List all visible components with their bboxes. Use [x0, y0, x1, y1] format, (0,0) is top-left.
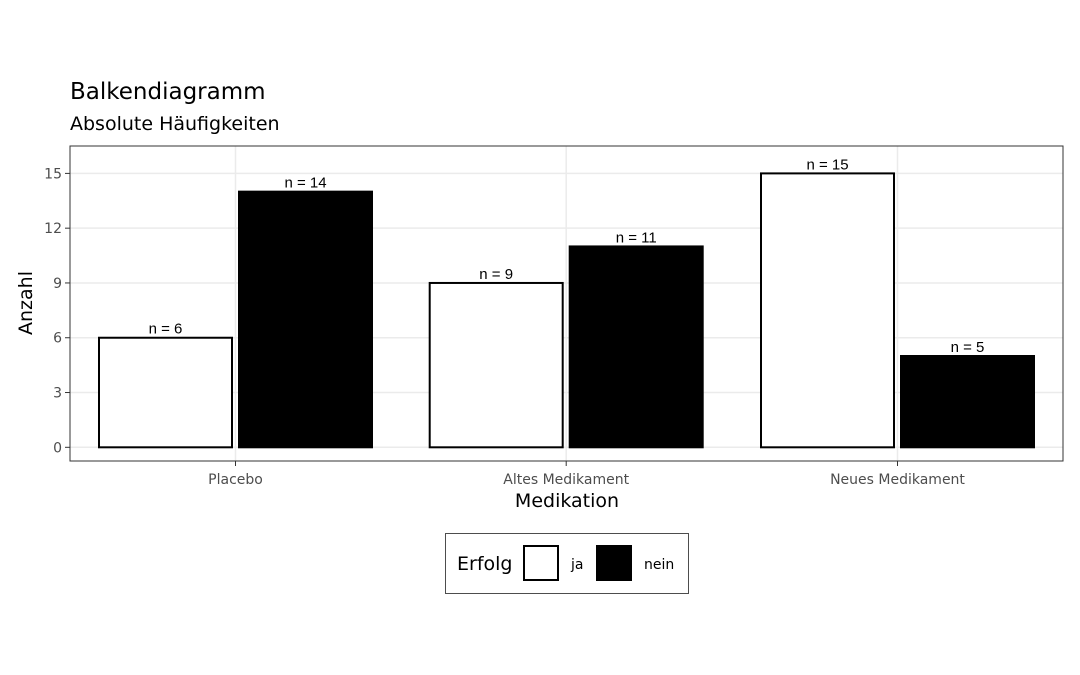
legend-key-ja [523, 545, 559, 581]
data-label: n = 5 [951, 339, 985, 356]
bar-nein-2 [900, 355, 1035, 449]
y-tick-label: 6 [53, 331, 62, 347]
legend-box [445, 533, 689, 594]
data-label: n = 15 [806, 156, 848, 173]
bar-nein-1 [568, 245, 704, 449]
plot-area: 0 3 6 9 12 15 Placebo Altes Medikament Neues Med… [44, 145, 1064, 488]
bar-ja-0 [98, 336, 233, 449]
chart-subtitle: Absolute Häufigkeiten [70, 113, 280, 135]
y-axis-title: Anzahl [15, 271, 37, 335]
bar-ja-2 [760, 172, 895, 449]
x-tick-label: Placebo [208, 472, 263, 488]
data-label: n = 9 [479, 266, 513, 283]
data-label: n = 11 [616, 229, 657, 246]
y-tick-label: 3 [53, 386, 62, 402]
bar-ja-1 [428, 281, 564, 449]
y-tick-label: 0 [53, 440, 62, 456]
legend-title: Erfolg [457, 553, 512, 575]
y-tick-label: 15 [44, 166, 62, 182]
y-tick-label: 12 [44, 221, 62, 237]
data-label: n = 6 [149, 321, 183, 338]
legend-label-nein: nein [644, 557, 674, 573]
legend-label-ja: ja [570, 557, 583, 573]
plot-border [69, 145, 1064, 462]
legend: Erfolg ja nein [445, 533, 689, 594]
x-tick-label: Altes Medikament [503, 472, 629, 488]
x-axis-title: Medikation [515, 490, 619, 512]
bar-nein-0 [238, 190, 373, 449]
x-tick-label: Neues Medikament [830, 472, 965, 488]
data-label: n = 14 [284, 175, 326, 192]
y-tick-label: 9 [53, 276, 62, 292]
legend-key-nein [596, 545, 632, 581]
chart-title: Balkendiagramm [70, 79, 266, 105]
